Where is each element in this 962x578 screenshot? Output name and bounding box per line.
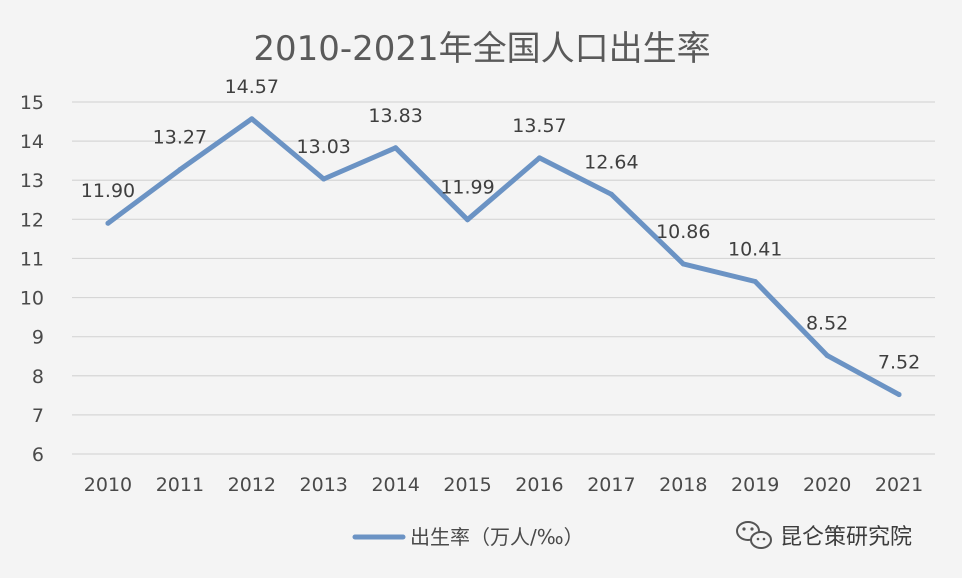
data-point xyxy=(680,261,686,267)
y-tick-label: 11 xyxy=(20,248,44,270)
x-tick-label: 2011 xyxy=(156,474,204,496)
wechat-icon xyxy=(736,521,772,549)
y-tick-label: 8 xyxy=(32,366,44,388)
y-tick-label: 12 xyxy=(20,209,44,231)
x-tick-label: 2021 xyxy=(875,474,923,496)
x-axis-ticks: 2010 2011 2012 2013 2014 2015 2016 2017 2018 2019… xyxy=(84,474,923,496)
data-point xyxy=(752,279,758,285)
x-tick-label: 2012 xyxy=(228,474,276,496)
data-point xyxy=(249,116,255,122)
y-axis-ticks: 6 7 8 9 10 11 12 13 14 15 xyxy=(20,92,44,466)
y-tick-label: 6 xyxy=(32,444,44,466)
x-tick-label: 2014 xyxy=(371,474,419,496)
y-tick-label: 15 xyxy=(20,92,44,114)
legend: 出生率（万人/‰） xyxy=(352,525,584,549)
x-tick-label: 2013 xyxy=(300,474,348,496)
chart-title: 2010-2021年全国人口出生率 xyxy=(253,29,710,69)
y-tick-label: 9 xyxy=(32,327,44,349)
series-line xyxy=(105,116,902,398)
x-tick-label: 2020 xyxy=(803,474,851,496)
data-label: 14.57 xyxy=(225,76,279,98)
data-label: 8.52 xyxy=(806,312,848,334)
data-label: 13.57 xyxy=(512,115,566,137)
watermark: 昆仑策研究院 xyxy=(736,521,912,550)
series-layer xyxy=(105,116,902,398)
x-tick-label: 2010 xyxy=(84,474,132,496)
data-label: 10.86 xyxy=(656,221,710,243)
data-point xyxy=(105,220,111,226)
data-label: 11.90 xyxy=(81,180,135,202)
data-label: 13.27 xyxy=(153,127,207,149)
data-label: 7.52 xyxy=(878,352,920,374)
data-label: 10.41 xyxy=(728,239,782,261)
data-point xyxy=(896,392,902,398)
data-point xyxy=(465,217,471,223)
data-labels: 11.90 13.27 14.57 13.03 13.83 11.99 13.57 12.64… xyxy=(81,76,920,374)
y-tick-label: 10 xyxy=(20,288,44,310)
watermark-text: 昆仑策研究院 xyxy=(780,525,912,550)
data-label: 12.64 xyxy=(584,151,638,173)
data-label: 11.99 xyxy=(440,177,494,199)
data-label: 13.83 xyxy=(368,105,422,127)
x-tick-label: 2019 xyxy=(731,474,779,496)
data-point xyxy=(608,191,614,197)
x-tick-label: 2015 xyxy=(443,474,491,496)
data-point xyxy=(824,352,830,358)
data-label: 13.03 xyxy=(297,136,351,158)
data-point xyxy=(536,155,542,161)
data-point xyxy=(177,167,183,173)
x-tick-label: 2018 xyxy=(659,474,707,496)
legend-label: 出生率（万人/‰） xyxy=(410,525,584,549)
gridlines xyxy=(72,101,935,455)
data-point xyxy=(321,176,327,182)
y-tick-label: 7 xyxy=(32,405,44,427)
data-point xyxy=(393,145,399,151)
y-tick-label: 13 xyxy=(20,170,44,192)
y-tick-label: 14 xyxy=(20,131,44,153)
x-tick-label: 2016 xyxy=(515,474,563,496)
x-tick-label: 2017 xyxy=(587,474,635,496)
